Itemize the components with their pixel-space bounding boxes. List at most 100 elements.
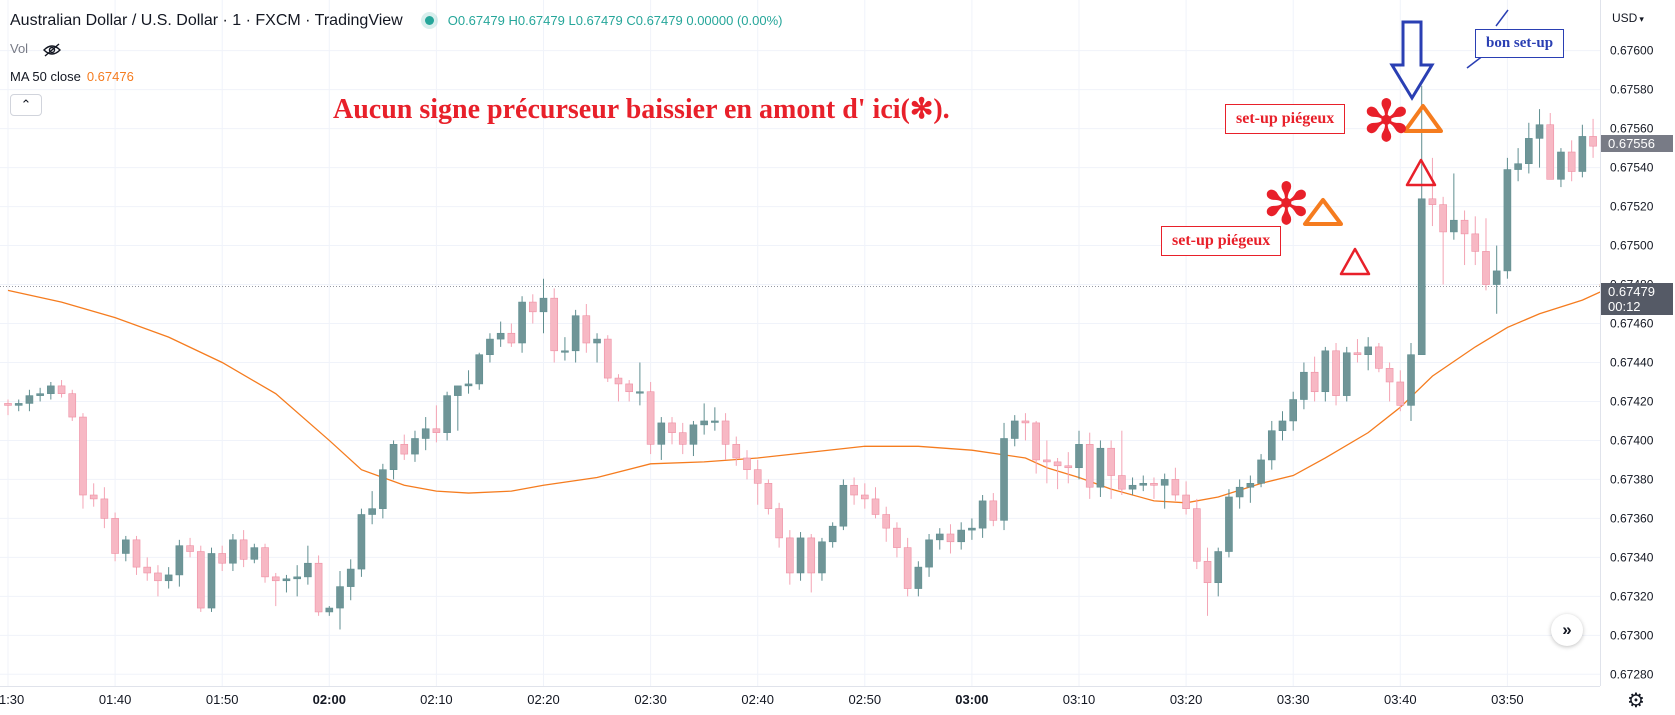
candle-up — [1161, 479, 1168, 485]
candle-down — [1386, 368, 1393, 382]
candle-up — [422, 429, 429, 439]
candle-down — [765, 483, 772, 508]
price-tick-label: 0.67560 — [1610, 122, 1654, 136]
candle-down — [883, 515, 890, 529]
price-tick-label: 0.67440 — [1610, 355, 1654, 369]
candle-down — [1108, 448, 1115, 475]
candle-up — [561, 351, 568, 353]
candle-down — [604, 339, 611, 378]
eye-hidden-icon[interactable] — [42, 43, 62, 57]
headline-annotation: Aucun signe précurseur baissier en amont… — [333, 92, 950, 126]
ohlc-values: O0.67479 H0.67479 L0.67479 C0.67479 0.00… — [448, 13, 783, 28]
candle-down — [669, 423, 676, 433]
candle-down — [219, 553, 226, 563]
candle-up — [229, 540, 236, 563]
candle-up — [1001, 438, 1008, 520]
candle-up — [486, 339, 493, 355]
candle-up — [176, 546, 183, 575]
candle-down — [1590, 136, 1597, 146]
candle-down — [154, 573, 161, 581]
time-tick-label: 03:50 — [1491, 692, 1524, 707]
chevron-up-icon: ⌃ — [21, 97, 32, 112]
candle-up — [1290, 400, 1297, 421]
scroll-to-realtime-button[interactable]: » — [1551, 614, 1583, 646]
candle-up — [454, 386, 461, 396]
candle-up — [1536, 125, 1543, 139]
collapse-legend-button[interactable]: ⌃ — [10, 94, 42, 116]
price-tick-label: 0.67300 — [1610, 628, 1654, 642]
candle-up — [968, 528, 975, 530]
candle-down — [776, 509, 783, 538]
candle-up — [1258, 460, 1265, 483]
candle-up — [47, 386, 54, 394]
time-tick-label: 02:20 — [527, 692, 560, 707]
candle-down — [133, 540, 140, 567]
candle-down — [808, 538, 815, 573]
candle-up — [411, 438, 418, 454]
candle-down — [1472, 234, 1479, 252]
candle-up — [497, 333, 504, 339]
candle-up — [1279, 421, 1286, 431]
candle-down — [1022, 421, 1029, 423]
candle-down — [733, 444, 740, 458]
currency-selector[interactable]: USD▾ — [1612, 11, 1644, 25]
candle-up — [572, 316, 579, 351]
candle-down — [1461, 220, 1468, 234]
candle-down — [626, 384, 633, 392]
candle-down — [1482, 251, 1489, 284]
candle-up — [636, 392, 643, 394]
candle-up — [1408, 355, 1415, 406]
ma50-line — [8, 285, 1604, 503]
candle-up — [915, 567, 922, 588]
market-status-dot — [425, 16, 434, 25]
candle-up — [326, 608, 333, 612]
candle-up — [283, 579, 290, 581]
candle-down — [1429, 199, 1436, 205]
candle-down — [1054, 462, 1061, 466]
price-tick-label: 0.67500 — [1610, 239, 1654, 253]
candle-down — [101, 499, 108, 518]
candle-down — [904, 548, 911, 589]
candle-down — [58, 386, 65, 394]
candle-up — [165, 575, 172, 581]
price-tick-label: 0.67420 — [1610, 394, 1654, 408]
volume-label: Vol — [10, 41, 28, 56]
candle-up — [1247, 483, 1254, 487]
candle-down — [508, 333, 515, 343]
low-value: 0.67479 — [576, 13, 623, 28]
candle-up — [294, 577, 301, 579]
candle-down — [1033, 423, 1040, 460]
candle-up — [1322, 351, 1329, 392]
candle-up — [979, 501, 986, 528]
candle-down — [1204, 561, 1211, 582]
price-tick-label: 0.67580 — [1610, 83, 1654, 97]
low-label: L — [568, 13, 575, 28]
candle-up — [15, 403, 22, 405]
volume-legend[interactable]: Vol — [10, 41, 62, 57]
time-tick-label: 03:40 — [1384, 692, 1417, 707]
candle-down — [262, 548, 269, 577]
candle-up — [304, 563, 311, 577]
blue-top-line — [1496, 10, 1508, 26]
candle-down — [1086, 444, 1093, 487]
double-chevron-right-icon: » — [1562, 620, 1571, 639]
close-value: 0.67479 — [636, 13, 683, 28]
candle-down — [1065, 466, 1072, 468]
candle-down — [851, 485, 858, 495]
candle-down — [187, 546, 194, 552]
candle-up — [390, 444, 397, 469]
gear-icon[interactable]: ⚙ — [1627, 688, 1645, 713]
candle-down — [861, 495, 868, 499]
chevron-down-icon: ▾ — [1639, 14, 1644, 24]
high-value: 0.67479 — [518, 13, 565, 28]
candle-down — [615, 378, 622, 384]
ma-value: 0.67476 — [87, 69, 134, 84]
candle-down — [315, 563, 322, 612]
red-triangle-1 — [1341, 249, 1369, 274]
candle-up — [369, 509, 376, 515]
candle-down — [112, 518, 119, 553]
candle-up — [690, 425, 697, 444]
candle-up — [519, 302, 526, 343]
symbol-title[interactable]: Australian Dollar / U.S. Dollar · 1 · FX… — [10, 12, 403, 29]
